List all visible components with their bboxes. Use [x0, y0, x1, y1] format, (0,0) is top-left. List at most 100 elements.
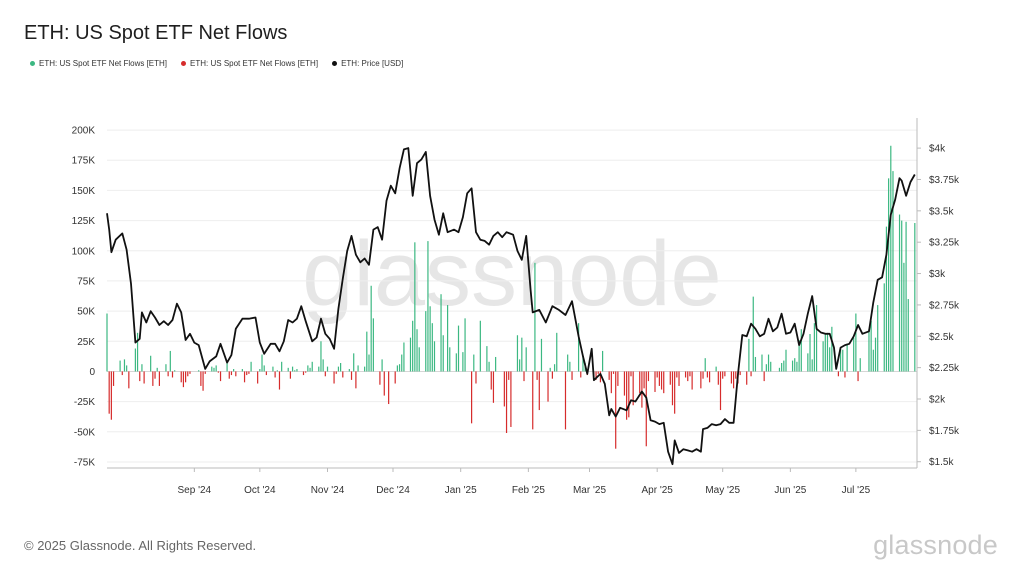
legend-item-inflow[interactable]: ETH: US Spot ETF Net Flows [ETH] — [30, 59, 167, 68]
outflow-bar[interactable] — [333, 371, 335, 384]
inflow-bar[interactable] — [261, 354, 263, 372]
outflow-bar[interactable] — [121, 371, 123, 376]
inflow-bar[interactable] — [582, 354, 584, 372]
outflow-bar[interactable] — [746, 371, 748, 385]
inflow-bar[interactable] — [455, 353, 457, 372]
outflow-bar[interactable] — [626, 371, 628, 420]
inflow-bar[interactable] — [429, 306, 431, 372]
inflow-bar[interactable] — [892, 171, 894, 372]
outflow-bar[interactable] — [654, 371, 656, 392]
inflow-bar[interactable] — [427, 241, 429, 372]
outflow-bar[interactable] — [687, 371, 689, 382]
inflow-bar[interactable] — [414, 242, 416, 372]
outflow-bar[interactable] — [355, 371, 357, 389]
inflow-bar[interactable] — [141, 364, 143, 372]
inflow-bar[interactable] — [516, 335, 519, 372]
inflow-bar[interactable] — [767, 354, 770, 372]
outflow-bar[interactable] — [837, 371, 840, 377]
outflow-bar[interactable] — [647, 371, 650, 382]
outflow-bar[interactable] — [684, 371, 687, 378]
outflow-bar[interactable] — [551, 371, 553, 379]
outflow-bar[interactable] — [700, 371, 702, 389]
outflow-bar[interactable] — [689, 371, 691, 377]
inflow-bar[interactable] — [425, 311, 427, 372]
outflow-bar[interactable] — [706, 371, 709, 378]
inflow-bar[interactable] — [311, 361, 313, 372]
inflow-bar[interactable] — [337, 366, 340, 372]
outflow-bar[interactable] — [110, 371, 112, 420]
outflow-bar[interactable] — [639, 371, 641, 394]
outflow-bar[interactable] — [158, 371, 160, 386]
inflow-bar[interactable] — [412, 320, 414, 372]
inflow-bar[interactable] — [226, 361, 228, 372]
inflow-bar[interactable] — [846, 343, 848, 372]
inflow-bar[interactable] — [842, 349, 844, 372]
inflow-bar[interactable] — [885, 226, 888, 372]
outflow-bar[interactable] — [536, 371, 538, 380]
inflow-bar[interactable] — [174, 370, 176, 372]
outflow-bar[interactable] — [394, 371, 396, 384]
outflow-bar[interactable] — [691, 371, 693, 390]
inflow-bar[interactable] — [800, 329, 802, 372]
outflow-bar[interactable] — [305, 371, 307, 373]
inflow-bar[interactable] — [569, 361, 571, 372]
inflow-bar[interactable] — [874, 337, 877, 372]
inflow-bar[interactable] — [119, 360, 121, 372]
outflow-bar[interactable] — [154, 371, 156, 379]
outflow-bar[interactable] — [678, 371, 680, 386]
outflow-bar[interactable] — [523, 371, 525, 382]
inflow-bar[interactable] — [752, 296, 754, 372]
outflow-bar[interactable] — [547, 371, 549, 402]
outflow-bar[interactable] — [475, 371, 477, 384]
inflow-bar[interactable] — [859, 358, 861, 372]
inflow-bar[interactable] — [126, 365, 128, 372]
inflow-bar[interactable] — [364, 366, 366, 372]
inflow-bar[interactable] — [748, 338, 750, 372]
inflow-bar[interactable] — [296, 369, 298, 372]
legend-item-outflow[interactable]: ETH: US Spot ETF Net Flows [ETH] — [181, 59, 318, 68]
inflow-bar[interactable] — [877, 305, 879, 372]
outflow-bar[interactable] — [630, 371, 632, 377]
outflow-bar[interactable] — [597, 371, 599, 374]
outflow-bar[interactable] — [538, 371, 540, 411]
outflow-bar[interactable] — [379, 371, 381, 385]
inflow-bar[interactable] — [281, 361, 283, 372]
inflow-bar[interactable] — [807, 353, 809, 372]
legend-item-price[interactable]: ETH: Price [USD] — [332, 59, 403, 68]
outflow-bar[interactable] — [739, 371, 741, 376]
inflow-bar[interactable] — [534, 262, 536, 372]
inflow-bar[interactable] — [898, 214, 901, 372]
inflow-bar[interactable] — [914, 223, 916, 372]
outflow-bar[interactable] — [669, 371, 671, 385]
outflow-bar[interactable] — [632, 371, 634, 406]
outflow-bar[interactable] — [335, 371, 337, 374]
outflow-bar[interactable] — [717, 371, 719, 385]
inflow-bar[interactable] — [815, 305, 818, 372]
inflow-bar[interactable] — [813, 323, 815, 372]
outflow-bar[interactable] — [719, 371, 722, 411]
inflow-bar[interactable] — [567, 354, 569, 372]
outflow-bar[interactable] — [180, 371, 182, 383]
outflow-bar[interactable] — [302, 371, 305, 376]
outflow-bar[interactable] — [844, 371, 846, 378]
inflow-bar[interactable] — [198, 370, 200, 372]
inflow-bar[interactable] — [872, 349, 874, 372]
outflow-bar[interactable] — [184, 371, 187, 383]
outflow-bar[interactable] — [278, 371, 281, 390]
inflow-bar[interactable] — [326, 366, 329, 372]
inflow-bar[interactable] — [398, 364, 401, 372]
outflow-bar[interactable] — [200, 371, 202, 386]
inflow-bar[interactable] — [883, 283, 885, 372]
outflow-bar[interactable] — [128, 371, 130, 389]
inflow-bar[interactable] — [368, 354, 370, 372]
outflow-bar[interactable] — [342, 371, 344, 378]
outflow-bar[interactable] — [350, 371, 353, 380]
outflow-bar[interactable] — [248, 371, 250, 374]
inflow-bar[interactable] — [353, 353, 355, 372]
inflow-bar[interactable] — [868, 329, 870, 372]
inflow-bar[interactable] — [822, 341, 824, 372]
outflow-bar[interactable] — [490, 371, 492, 390]
inflow-bar[interactable] — [213, 367, 215, 372]
inflow-bar[interactable] — [357, 365, 359, 372]
inflow-bar[interactable] — [905, 221, 907, 372]
